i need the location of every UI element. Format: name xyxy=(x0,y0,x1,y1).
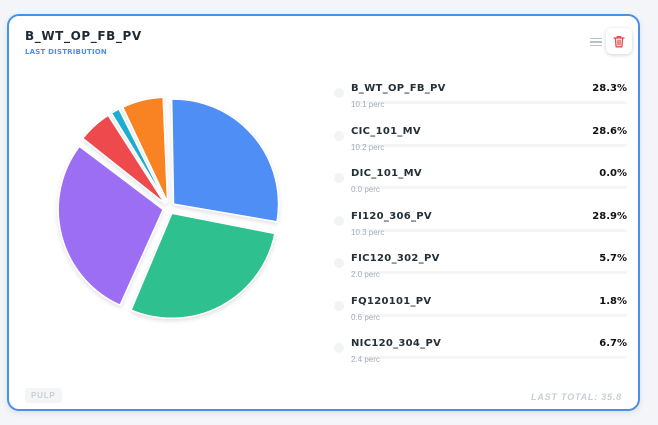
legend-item[interactable]: CIC_101_MV 28.6% 10.2 perc xyxy=(331,123,627,166)
legend-item-value: 0.6 perc xyxy=(351,312,380,322)
category-tag: PULP xyxy=(25,388,62,403)
legend-item-label: DIC_101_MV xyxy=(351,168,422,179)
trash-icon xyxy=(613,35,625,47)
legend-item-percent: 28.6% xyxy=(592,125,627,137)
legend-item-percent: 28.9% xyxy=(592,210,627,222)
legend-item-value: 10.2 perc xyxy=(351,142,385,152)
legend-marker[interactable] xyxy=(334,173,344,183)
legend-item-value: 2.0 perc xyxy=(351,270,380,279)
legend-progress-bar xyxy=(351,356,627,359)
legend-marker[interactable] xyxy=(334,343,344,353)
pie-slice-fi120-306-pv[interactable] xyxy=(57,145,164,306)
legend-marker[interactable] xyxy=(334,258,344,268)
distribution-pie-chart xyxy=(57,96,280,320)
legend-item[interactable]: B_WT_OP_FB_PV 28.3% 10.1 perc xyxy=(331,80,627,123)
pie-slice-fic120-302-pv[interactable] xyxy=(81,114,166,205)
pie-slice-fq120101-pv[interactable] xyxy=(110,108,167,204)
pie-slice-b-wt-op-fb-pv[interactable] xyxy=(170,98,280,223)
legend-marker[interactable] xyxy=(334,130,344,141)
card-title: B_WT_OP_FB_PV xyxy=(25,29,142,43)
legend-item[interactable]: FI120_306_PV 28.9% 10.3 perc xyxy=(331,208,627,251)
distribution-card: B_WT_OP_FB_PV LAST DISTRIBUTION B_WT_OP_… xyxy=(7,14,640,411)
legend-marker[interactable] xyxy=(334,88,344,98)
legend-item[interactable]: FQ120101_PV 1.8% 0.6 perc xyxy=(331,293,627,336)
hamburger-icon[interactable] xyxy=(590,36,602,48)
legend-item-label: NIC120_304_PV xyxy=(351,338,442,349)
card-subtitle: LAST DISTRIBUTION xyxy=(25,48,107,56)
legend-progress-bar xyxy=(351,186,627,189)
legend-item-value: 0.0 perc xyxy=(351,185,380,194)
pie-slice-nic120-304-pv[interactable] xyxy=(121,96,169,203)
legend-item[interactable]: NIC120_304_PV 6.7% 2.4 perc xyxy=(331,335,627,378)
legend-item-percent: 1.8% xyxy=(599,295,627,307)
legend-progress-bar xyxy=(351,271,627,274)
legend-item-label: FQ120101_PV xyxy=(351,295,432,307)
legend-item-value: 10.3 perc xyxy=(351,227,385,237)
legend-item-percent: 5.7% xyxy=(599,253,627,264)
legend-item-percent: 28.3% xyxy=(592,83,627,94)
legend-progress-bar xyxy=(351,313,627,317)
legend-item-value: 2.4 perc xyxy=(351,355,380,364)
legend-marker[interactable] xyxy=(334,215,344,226)
legend-item-label: CIC_101_MV xyxy=(351,125,421,137)
legend-progress-bar xyxy=(351,143,627,147)
legend-item-value: 10.1 perc xyxy=(351,100,385,109)
legend-item-label: FI120_306_PV xyxy=(351,210,432,222)
legend-item[interactable]: FIC120_302_PV 5.7% 2.0 perc xyxy=(331,250,627,293)
legend-item[interactable]: DIC_101_MV 0.0% 0.0 perc xyxy=(331,165,627,208)
legend: B_WT_OP_FB_PV 28.3% 10.1 perc CIC_101_MV 28.… xyxy=(331,80,627,378)
legend-item-percent: 0.0% xyxy=(599,168,627,179)
pie-slice-cic-101-mv[interactable] xyxy=(130,212,276,320)
last-total: LAST TOTAL: 35.8 xyxy=(531,392,622,402)
legend-item-percent: 6.7% xyxy=(599,338,627,349)
legend-item-label: B_WT_OP_FB_PV xyxy=(351,83,446,94)
delete-button[interactable] xyxy=(606,28,632,54)
legend-progress-bar xyxy=(351,101,627,104)
legend-marker[interactable] xyxy=(334,300,344,311)
legend-progress-bar xyxy=(351,228,627,232)
legend-item-label: FIC120_302_PV xyxy=(351,253,440,264)
